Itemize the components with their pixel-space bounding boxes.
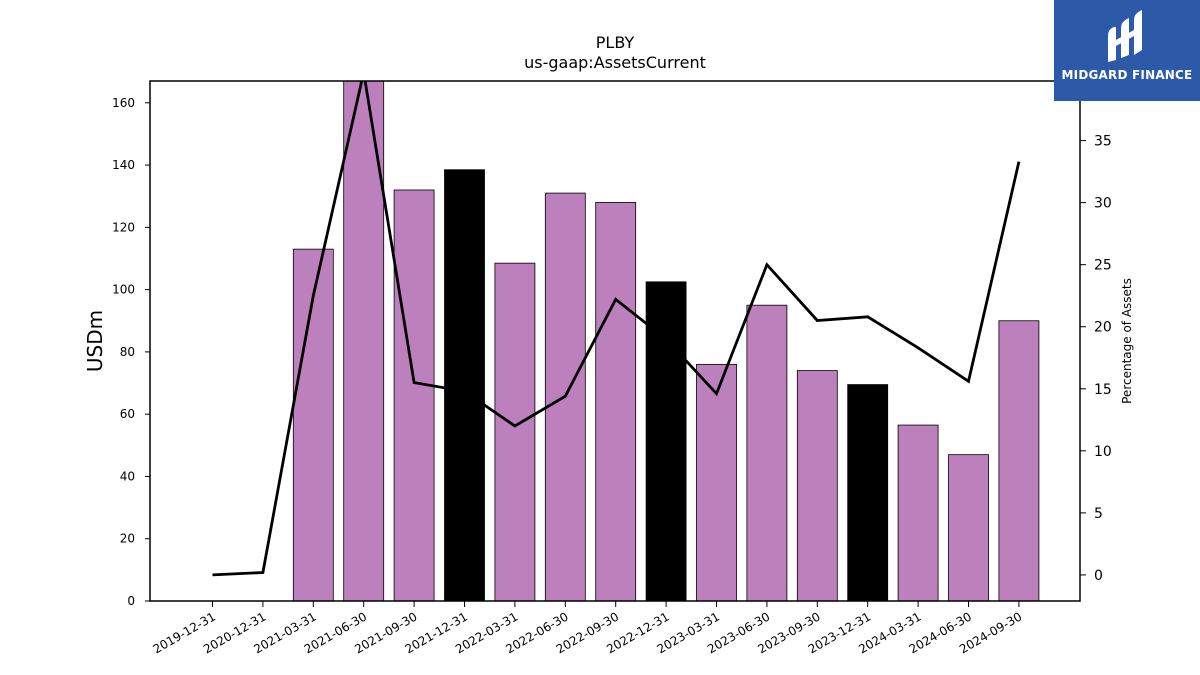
bar-2022-09-30 — [595, 202, 637, 601]
midgard-logo-icon — [1108, 10, 1142, 62]
y2-tick-label: 10 — [1094, 444, 1112, 460]
y-tick-label: 60 — [120, 407, 135, 421]
bar-2024-03-31 — [897, 424, 939, 601]
x-axis: 2019-12-312020-12-312021-03-312021-06-30… — [151, 601, 1024, 656]
y-tick-label: 0 — [127, 594, 135, 608]
bar-2022-03-31 — [494, 262, 536, 601]
plot-frame — [149, 80, 1081, 602]
bar-2024-09-30 — [998, 320, 1040, 601]
y-tick-label: 20 — [120, 532, 135, 546]
y2-tick-label: 5 — [1094, 506, 1103, 522]
y2-tick-label: 0 — [1094, 568, 1103, 584]
bar-2021-06-30 — [343, 81, 385, 601]
y-tick-label: 140 — [112, 158, 135, 172]
bar-2021-03-31 — [292, 248, 334, 601]
right-axis: 0 5 10 15 20 25 30 35 — [1080, 134, 1112, 584]
y-tick-label: 100 — [112, 283, 135, 297]
bar-2023-09-30 — [796, 370, 838, 601]
y2-axis-label: Percentage of Assets — [1120, 278, 1134, 404]
line-series — [212, 81, 1021, 577]
y2-tick-label: 20 — [1094, 320, 1112, 336]
y2-tick-label: 35 — [1094, 134, 1112, 150]
left-axis: 0 20 40 60 80 100 120 140 160 — [112, 96, 150, 608]
y-tick-label: 160 — [112, 96, 135, 110]
bar-2021-12-31 — [444, 169, 485, 601]
bar-2023-06-30 — [746, 304, 788, 601]
y2-tick-label: 25 — [1094, 258, 1112, 274]
bar-2024-06-30 — [948, 454, 989, 601]
y2-tick-label: 30 — [1094, 196, 1112, 212]
chart-title: PLBY — [596, 33, 635, 52]
bar-2022-12-31 — [645, 281, 687, 601]
bar-series — [292, 81, 1040, 601]
chart-subtitle: us-gaap:AssetsCurrent — [524, 53, 706, 72]
y-tick-label: 120 — [112, 220, 135, 234]
y-axis-label: USDm — [83, 310, 107, 372]
bar-2023-03-31 — [696, 363, 737, 601]
midgard-finance-logo: MIDGARD FINANCE — [1054, 0, 1200, 101]
y-tick-label: 80 — [120, 345, 135, 359]
bar-2021-09-30 — [393, 189, 435, 601]
bar-2023-12-31 — [847, 384, 889, 601]
percentage-line — [212, 81, 1021, 577]
logo-text: MIDGARD FINANCE — [1061, 68, 1193, 82]
y-tick-label: 40 — [120, 469, 135, 483]
y2-tick-label: 15 — [1094, 382, 1112, 398]
